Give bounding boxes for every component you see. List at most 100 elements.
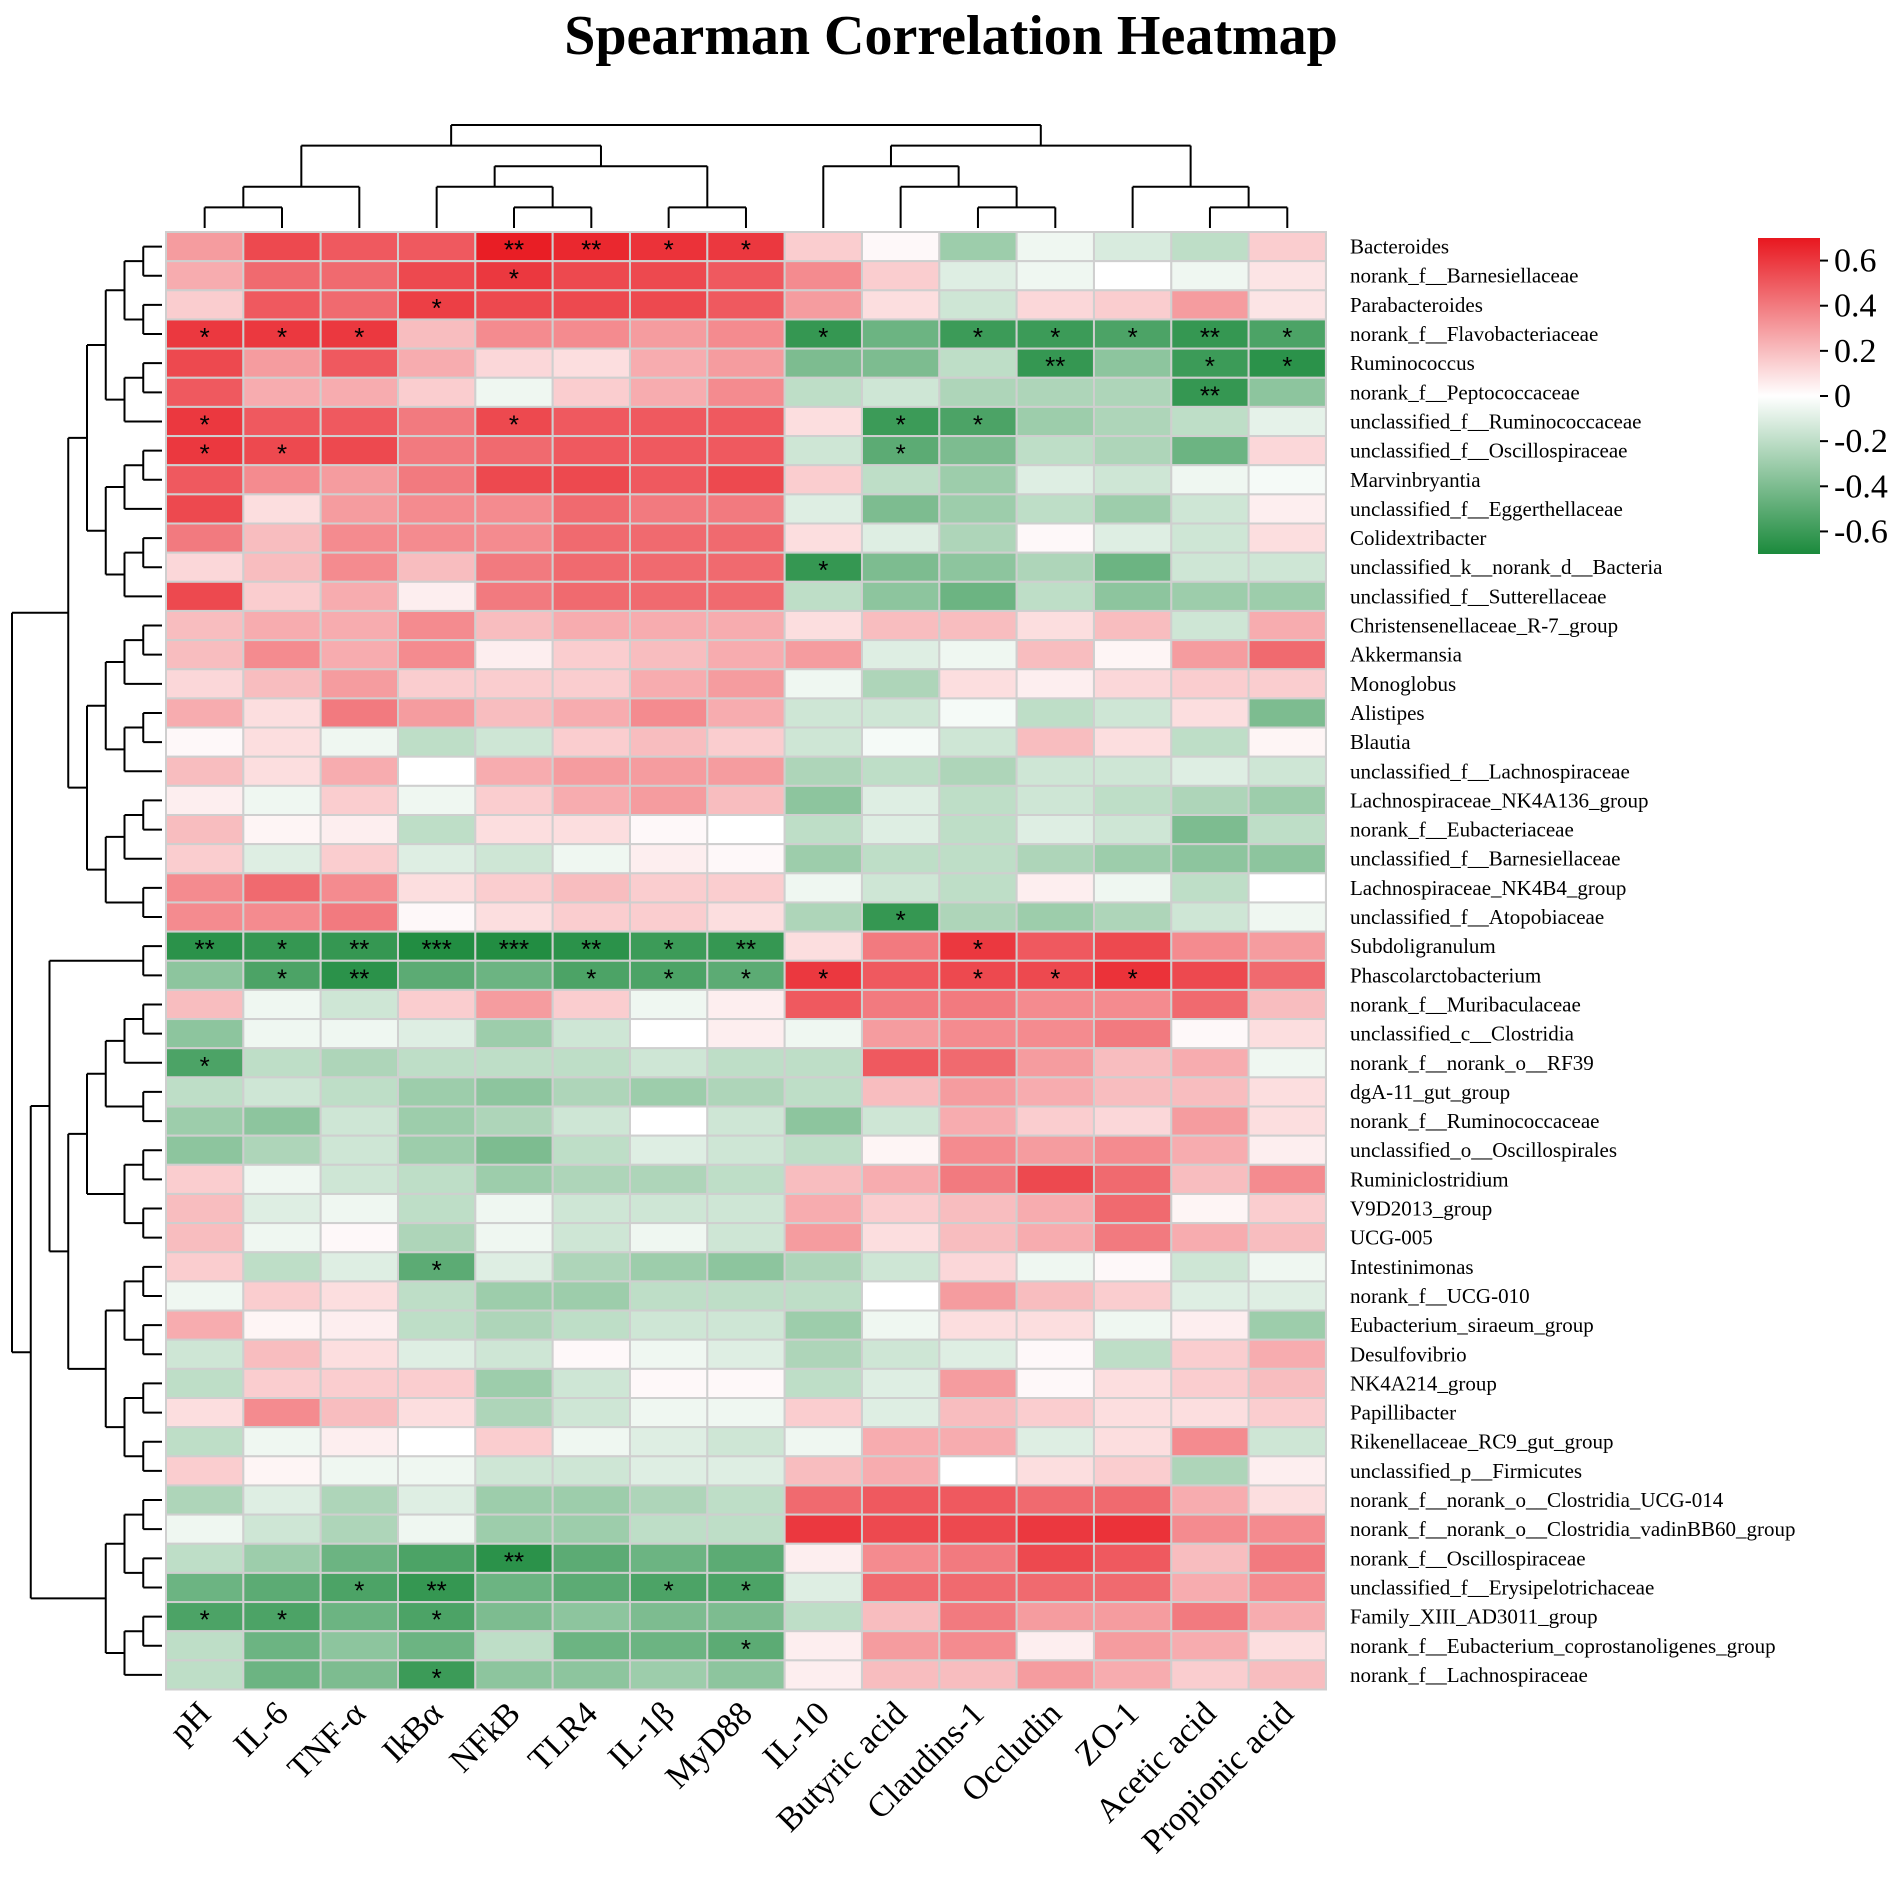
heatmap-cell <box>1170 1018 1250 1050</box>
heatmap-cell <box>938 843 1018 875</box>
heatmap-cell <box>1015 1192 1095 1225</box>
row-label: Alistipes <box>1350 701 1425 725</box>
heatmap-cell <box>551 289 631 321</box>
heatmap-cell <box>396 843 477 875</box>
heatmap-cell <box>551 493 631 525</box>
heatmap-cell <box>319 1251 399 1283</box>
heatmap-cell <box>860 639 941 671</box>
heatmap-cell <box>474 1192 554 1225</box>
heatmap-cell <box>1015 843 1095 875</box>
heatmap-cell <box>242 376 322 408</box>
heatmap-cell <box>860 551 941 583</box>
heatmap-cell <box>938 464 1018 496</box>
heatmap-cell <box>1092 1309 1173 1341</box>
heatmap-cell <box>706 1105 786 1137</box>
heatmap-cell <box>242 1163 322 1195</box>
heatmap-cell <box>938 435 1018 467</box>
heatmap-cell <box>165 1018 245 1050</box>
heatmap-cell <box>396 1047 477 1079</box>
heatmap-cell <box>1170 347 1250 379</box>
heatmap-cell <box>1170 930 1250 962</box>
heatmap-cell <box>551 1076 631 1108</box>
heatmap-cell <box>938 1367 1018 1399</box>
significance-mark: ** <box>195 934 215 964</box>
heatmap-cell <box>706 1455 786 1487</box>
heatmap-cell <box>474 814 554 846</box>
significance-mark: * <box>1050 963 1060 993</box>
heatmap-cell <box>242 1309 322 1341</box>
heatmap-cell <box>319 1163 399 1195</box>
heatmap-cell <box>474 376 554 408</box>
heatmap-cell <box>474 697 554 729</box>
heatmap-cell <box>1092 522 1173 554</box>
heatmap-cell <box>860 872 941 904</box>
heatmap-cell <box>319 784 399 816</box>
column-label: IkBα <box>375 1695 450 1770</box>
significance-marks: ** ** * **** * * * * * * ** *** * **** * * ** * ***** * ** **… <box>195 235 1293 1693</box>
heatmap-cell <box>938 580 1018 612</box>
heatmap-cell <box>1247 1571 1327 1604</box>
heatmap-cell <box>628 1047 709 1079</box>
heatmap-cell <box>1015 1542 1095 1574</box>
heatmap-cell <box>396 814 477 846</box>
heatmap-cell <box>706 784 786 816</box>
heatmap-cell <box>165 988 245 1021</box>
heatmap-cell <box>396 1338 477 1370</box>
heatmap-cell <box>1015 435 1095 467</box>
heatmap-cell <box>938 551 1018 583</box>
heatmap-cell <box>242 1134 322 1166</box>
significance-mark: *** <box>421 934 451 964</box>
heatmap-cell <box>706 755 786 787</box>
heatmap-cell <box>319 347 399 379</box>
heatmap-cell <box>396 609 477 642</box>
heatmap-cell <box>1247 347 1327 379</box>
heatmap-cell <box>1015 260 1095 292</box>
heatmap-cell <box>396 1076 477 1108</box>
heatmap-cell <box>1092 1134 1173 1166</box>
heatmap-cell <box>938 1397 1018 1429</box>
heatmap-cell <box>628 1542 709 1574</box>
heatmap-cell <box>628 1513 709 1545</box>
heatmap-cell <box>706 1659 786 1691</box>
heatmap-cell <box>1015 1047 1095 1079</box>
heatmap-cell <box>1092 1047 1173 1079</box>
heatmap-cell <box>242 1630 322 1662</box>
row-label: Ruminococcus <box>1350 351 1475 375</box>
significance-mark: * <box>277 963 287 993</box>
heatmap-cell <box>396 872 477 904</box>
heatmap-cell <box>165 464 245 496</box>
heatmap-cell <box>474 1367 554 1399</box>
heatmap-cell <box>628 1426 709 1458</box>
heatmap-cell <box>319 1338 399 1370</box>
heatmap-cell <box>628 1367 709 1399</box>
heatmap-cell <box>1247 1426 1327 1458</box>
heatmap-cell <box>1015 405 1095 438</box>
heatmap-cell <box>1015 814 1095 846</box>
heatmap-cell <box>474 1047 554 1079</box>
heatmap-cell <box>319 551 399 583</box>
significance-mark: * <box>1282 322 1292 352</box>
heatmap-cell <box>1170 1163 1250 1195</box>
row-label: Eubacterium_siraeum_group <box>1350 1313 1594 1337</box>
significance-mark: * <box>818 963 828 993</box>
heatmap-cell <box>1247 1280 1327 1312</box>
heatmap-cell <box>319 1076 399 1108</box>
heatmap-cell <box>938 1338 1018 1370</box>
heatmap-cell <box>474 668 554 700</box>
heatmap-cell <box>783 1513 863 1545</box>
heatmap-cell <box>628 784 709 816</box>
heatmap-cell <box>474 1397 554 1429</box>
heatmap-cell <box>1247 930 1327 962</box>
heatmap-cell <box>938 988 1018 1021</box>
heatmap-cell <box>551 1222 631 1254</box>
heatmap-cell <box>474 1455 554 1487</box>
heatmap-cell <box>1170 901 1250 933</box>
heatmap-cell <box>1170 959 1250 991</box>
heatmap-cell <box>706 551 786 583</box>
heatmap-cell <box>1015 1659 1095 1691</box>
heatmap-cell <box>860 522 941 554</box>
heatmap-cell <box>1170 1571 1250 1604</box>
heatmap-cell <box>1247 1309 1327 1341</box>
row-label: norank_f__norank_o__RF39 <box>1350 1051 1594 1075</box>
